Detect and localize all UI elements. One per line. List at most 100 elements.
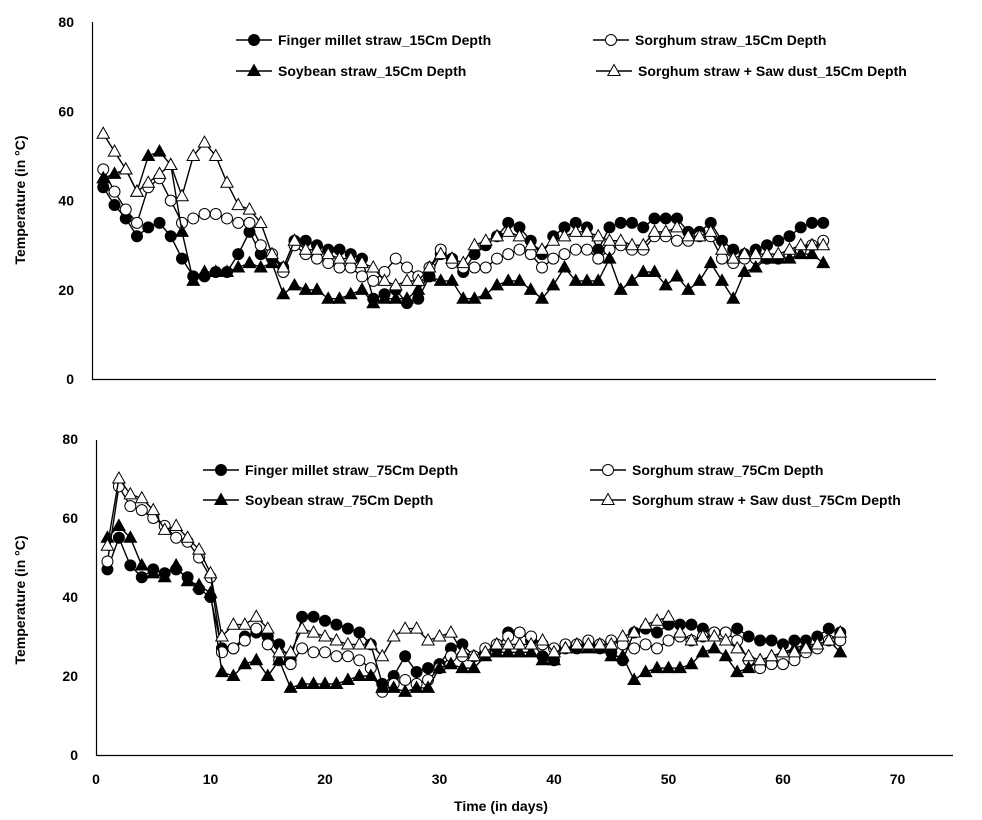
- data-point: [798, 640, 813, 654]
- data-point: [174, 224, 190, 237]
- data-point: [569, 243, 582, 256]
- data-point: [793, 246, 808, 260]
- data-point: [466, 660, 481, 674]
- data-point: [455, 644, 470, 658]
- data-point: [658, 277, 673, 291]
- data-point: [558, 248, 571, 261]
- data-point: [626, 216, 638, 229]
- data-point: [604, 648, 619, 662]
- data-point: [283, 680, 298, 693]
- data-point: [681, 228, 696, 242]
- data-point: [501, 273, 516, 286]
- data-point: [317, 676, 333, 689]
- legend-label: Soybean straw_75Cm Depth: [245, 492, 433, 508]
- data-point: [330, 618, 343, 631]
- data-point: [209, 207, 222, 220]
- series-group-bottom: [100, 470, 848, 698]
- data-point: [219, 264, 235, 278]
- data-point: [226, 668, 241, 682]
- series-3: [100, 518, 848, 697]
- y-tick-label: 60: [62, 510, 78, 526]
- data-point: [787, 644, 802, 658]
- data-point: [671, 234, 683, 247]
- data-point: [661, 609, 676, 622]
- legend-label: Finger millet straw_75Cm Depth: [245, 462, 458, 478]
- data-point: [638, 617, 653, 630]
- data-point: [187, 212, 200, 225]
- data-point: [124, 559, 137, 572]
- data-point: [249, 609, 264, 622]
- x-tick-label: 30: [432, 771, 448, 787]
- data-point: [501, 224, 516, 237]
- data-point: [283, 644, 298, 658]
- data-point: [581, 243, 593, 256]
- data-point: [822, 622, 835, 635]
- data-point: [568, 224, 583, 237]
- legend-label: Finger millet straw_15Cm Depth: [278, 32, 491, 48]
- data-point: [237, 617, 252, 630]
- data-point: [489, 277, 505, 291]
- data-point: [703, 224, 718, 237]
- data-point: [557, 228, 572, 242]
- data-point: [444, 273, 460, 286]
- data-point: [730, 640, 745, 654]
- legend-label: Sorghum straw + Saw dust_75Cm Depth: [632, 492, 901, 508]
- x-tick-label: 20: [317, 771, 333, 787]
- data-point: [296, 610, 309, 623]
- data-point: [833, 644, 848, 658]
- data-point: [111, 518, 126, 531]
- data-point: [782, 251, 797, 264]
- data-point: [375, 648, 390, 662]
- series-4: [100, 470, 848, 666]
- legend-marker: [215, 464, 227, 476]
- data-point: [581, 636, 596, 650]
- data-point: [197, 264, 212, 278]
- data-point: [650, 660, 665, 674]
- data-point: [231, 259, 246, 273]
- data-point: [557, 259, 572, 273]
- data-point: [243, 216, 256, 229]
- data-point: [466, 648, 481, 662]
- data-point: [444, 251, 460, 264]
- data-point: [432, 660, 447, 674]
- data-point: [524, 644, 539, 658]
- data-point: [341, 650, 354, 663]
- y-tick-label: 0: [66, 371, 74, 387]
- data-point: [192, 542, 207, 555]
- data-point: [221, 212, 233, 225]
- data-point: [489, 636, 504, 650]
- data-point: [546, 233, 561, 246]
- data-point: [386, 680, 401, 693]
- data-point: [748, 246, 763, 260]
- data-point: [685, 618, 698, 631]
- data-point: [329, 632, 344, 646]
- data-point: [253, 215, 268, 228]
- data-point: [309, 242, 325, 255]
- data-point: [164, 230, 177, 243]
- data-point: [319, 614, 331, 627]
- legend-marker: [602, 464, 614, 476]
- data-point: [124, 500, 137, 513]
- data-point: [628, 642, 641, 655]
- data-point: [433, 246, 448, 260]
- data-point: [624, 237, 640, 251]
- data-point: [410, 666, 423, 679]
- data-point: [399, 291, 415, 304]
- legend-marker: [606, 63, 622, 77]
- data-point: [512, 636, 527, 650]
- data-point: [131, 216, 143, 229]
- data-point: [647, 264, 662, 278]
- data-point: [753, 652, 768, 666]
- data-point: [804, 237, 820, 251]
- data-point: [333, 261, 346, 274]
- data-point: [456, 255, 471, 269]
- data-point: [478, 233, 493, 246]
- y-tick-label: 40: [58, 193, 74, 209]
- data-point: [636, 264, 651, 278]
- data-point: [142, 221, 155, 234]
- data-point: [399, 673, 412, 686]
- data-point: [726, 291, 741, 304]
- data-point: [658, 224, 673, 237]
- data-point: [356, 270, 368, 283]
- data-point: [389, 252, 402, 265]
